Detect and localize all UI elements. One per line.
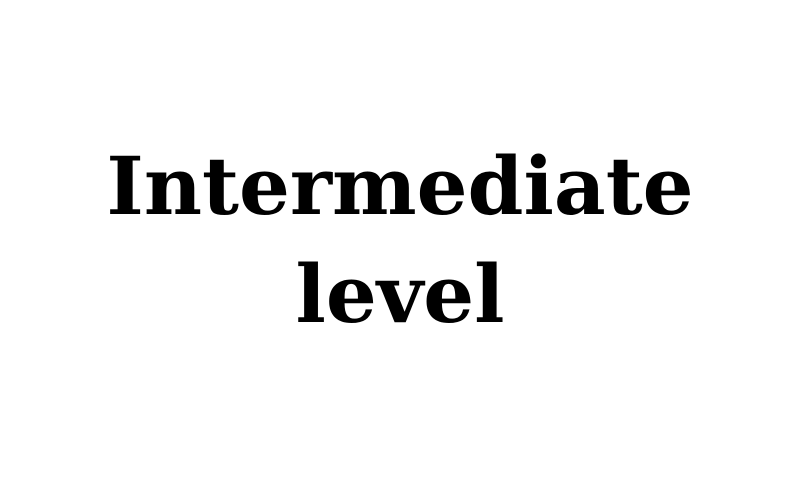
title-line-2: level	[295, 247, 505, 341]
title-line-1: Intermediate	[106, 139, 694, 233]
